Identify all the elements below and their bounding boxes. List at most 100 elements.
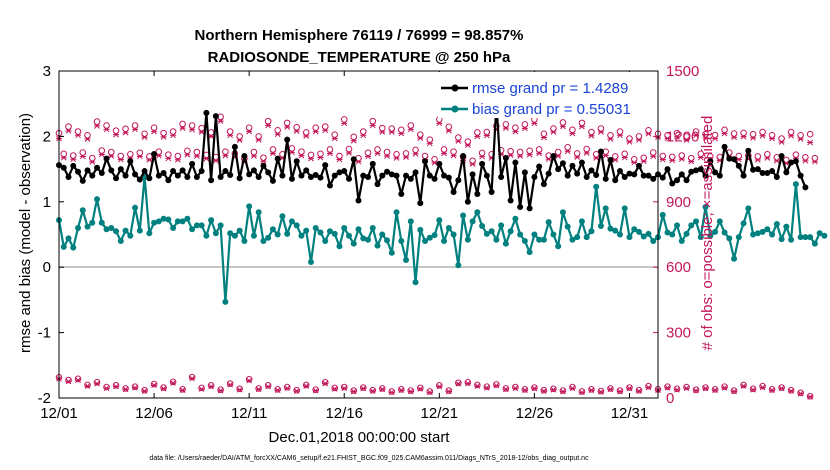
rmse-point bbox=[317, 174, 324, 181]
bias-point bbox=[559, 209, 566, 216]
bias-point bbox=[355, 226, 362, 233]
obs-assimilated-marker bbox=[160, 133, 167, 140]
obs-assimilated-marker bbox=[365, 153, 372, 160]
bias-point bbox=[788, 236, 795, 243]
bias-point bbox=[70, 244, 77, 251]
obs-assimilated-marker bbox=[274, 387, 281, 394]
bias-point bbox=[341, 224, 348, 231]
rmse-point bbox=[469, 171, 476, 178]
obs-assimilated-marker bbox=[379, 386, 386, 393]
bias-point bbox=[650, 238, 657, 245]
legend: rmse grand pr = 1.4289 bias grand pr = 0… bbox=[438, 72, 657, 118]
rmse-point bbox=[517, 204, 524, 211]
bias-point bbox=[583, 234, 590, 241]
obs-assimilated-marker bbox=[250, 153, 257, 159]
obs-possible-marker bbox=[521, 121, 529, 128]
rmse-point bbox=[716, 172, 723, 179]
x-tick-label: 12/31 bbox=[611, 405, 649, 422]
rmse-point bbox=[117, 166, 124, 173]
obs-assimilated-marker bbox=[288, 149, 295, 156]
bias-point bbox=[388, 249, 395, 256]
rmse-point bbox=[360, 172, 367, 179]
obs-assimilated-marker bbox=[769, 387, 776, 394]
rmse-point bbox=[792, 158, 799, 165]
bias-point bbox=[526, 249, 533, 256]
bias-point bbox=[745, 205, 752, 212]
obs-assimilated-marker bbox=[407, 388, 414, 395]
obs-possible-marker bbox=[564, 144, 571, 151]
data-file-footer: data file: /Users/raeder/DAI/ATM_forcXX/… bbox=[149, 455, 589, 462]
obs-assimilated-marker bbox=[797, 136, 804, 142]
rmse-point bbox=[797, 172, 804, 179]
rmse-point bbox=[540, 181, 547, 188]
rmse-point bbox=[98, 170, 105, 177]
obs-assimilated-marker bbox=[802, 157, 809, 164]
bias-point bbox=[493, 236, 500, 243]
y-tick-label: 1 bbox=[43, 194, 51, 211]
obs-possible-marker bbox=[759, 382, 766, 390]
obs-assimilated-marker bbox=[426, 389, 433, 396]
rmse-point bbox=[108, 167, 115, 174]
chart-title: Northern Hemisphere 76119 / 76999 = 98.8… bbox=[195, 27, 524, 44]
bias-point bbox=[436, 217, 443, 224]
rmse-point bbox=[160, 170, 167, 177]
y-tick-label: 2 bbox=[43, 128, 51, 145]
obs-possible-marker bbox=[535, 146, 543, 153]
bias-point bbox=[683, 230, 690, 237]
bias-point bbox=[274, 231, 281, 238]
rmse-point bbox=[193, 173, 200, 180]
obs-assimilated-marker bbox=[322, 127, 329, 134]
obs-assimilated-marker bbox=[151, 382, 158, 388]
obs-possible-marker bbox=[759, 128, 766, 136]
bias-point bbox=[208, 217, 215, 224]
obs-assimilated-marker bbox=[583, 150, 590, 156]
obs-assimilated-marker bbox=[122, 386, 129, 393]
obs-possible-marker bbox=[122, 125, 129, 133]
obs-possible-marker bbox=[369, 117, 377, 125]
obs-assimilated-marker bbox=[512, 128, 519, 135]
obs-assimilated-marker bbox=[635, 388, 642, 394]
obs-possible-marker bbox=[711, 385, 719, 393]
obs-assimilated-marker bbox=[545, 156, 552, 162]
bias-point bbox=[108, 224, 115, 231]
rmse-point bbox=[303, 167, 310, 174]
rmse-point bbox=[70, 162, 77, 169]
obs-assimilated-marker bbox=[640, 158, 647, 165]
obs-possible-marker bbox=[464, 379, 472, 386]
bias-point bbox=[193, 222, 200, 229]
obs-assimilated-marker bbox=[293, 388, 300, 394]
bias-point bbox=[127, 232, 134, 239]
obs-assimilated-marker bbox=[740, 133, 747, 140]
obs-assimilated-marker bbox=[559, 123, 566, 130]
obs-possible-marker bbox=[768, 385, 776, 393]
obs-assimilated-marker bbox=[507, 152, 514, 159]
rmse-point bbox=[155, 172, 162, 179]
rmse-point bbox=[431, 175, 438, 182]
rmse-point bbox=[355, 197, 362, 204]
rmse-point bbox=[103, 155, 110, 162]
rmse-point bbox=[407, 175, 414, 182]
rmse-point bbox=[678, 171, 685, 178]
y-tick-label: -2 bbox=[38, 390, 51, 407]
obs-possible-marker bbox=[749, 385, 757, 393]
obs-possible-marker bbox=[150, 380, 158, 388]
bias-point bbox=[236, 227, 243, 234]
obs-assimilated-marker bbox=[750, 386, 757, 393]
bias-point bbox=[607, 225, 614, 232]
rmse-point bbox=[564, 172, 571, 179]
obs-possible-marker bbox=[797, 132, 804, 139]
rmse-point bbox=[545, 170, 552, 177]
bias-point bbox=[260, 238, 267, 245]
bias-point bbox=[678, 238, 685, 245]
rmse-point bbox=[132, 171, 139, 178]
obs-possible-marker bbox=[169, 128, 177, 135]
obs-possible-marker bbox=[179, 120, 186, 128]
obs-assimilated-marker bbox=[141, 134, 148, 141]
obs-assimilated-marker bbox=[179, 125, 186, 131]
obs-assimilated-marker bbox=[379, 129, 386, 135]
bias-point bbox=[602, 205, 609, 212]
bias-point bbox=[365, 236, 372, 243]
obs-assimilated-marker bbox=[536, 150, 543, 157]
obs-possible-marker bbox=[112, 127, 120, 135]
bias-point bbox=[222, 298, 229, 305]
